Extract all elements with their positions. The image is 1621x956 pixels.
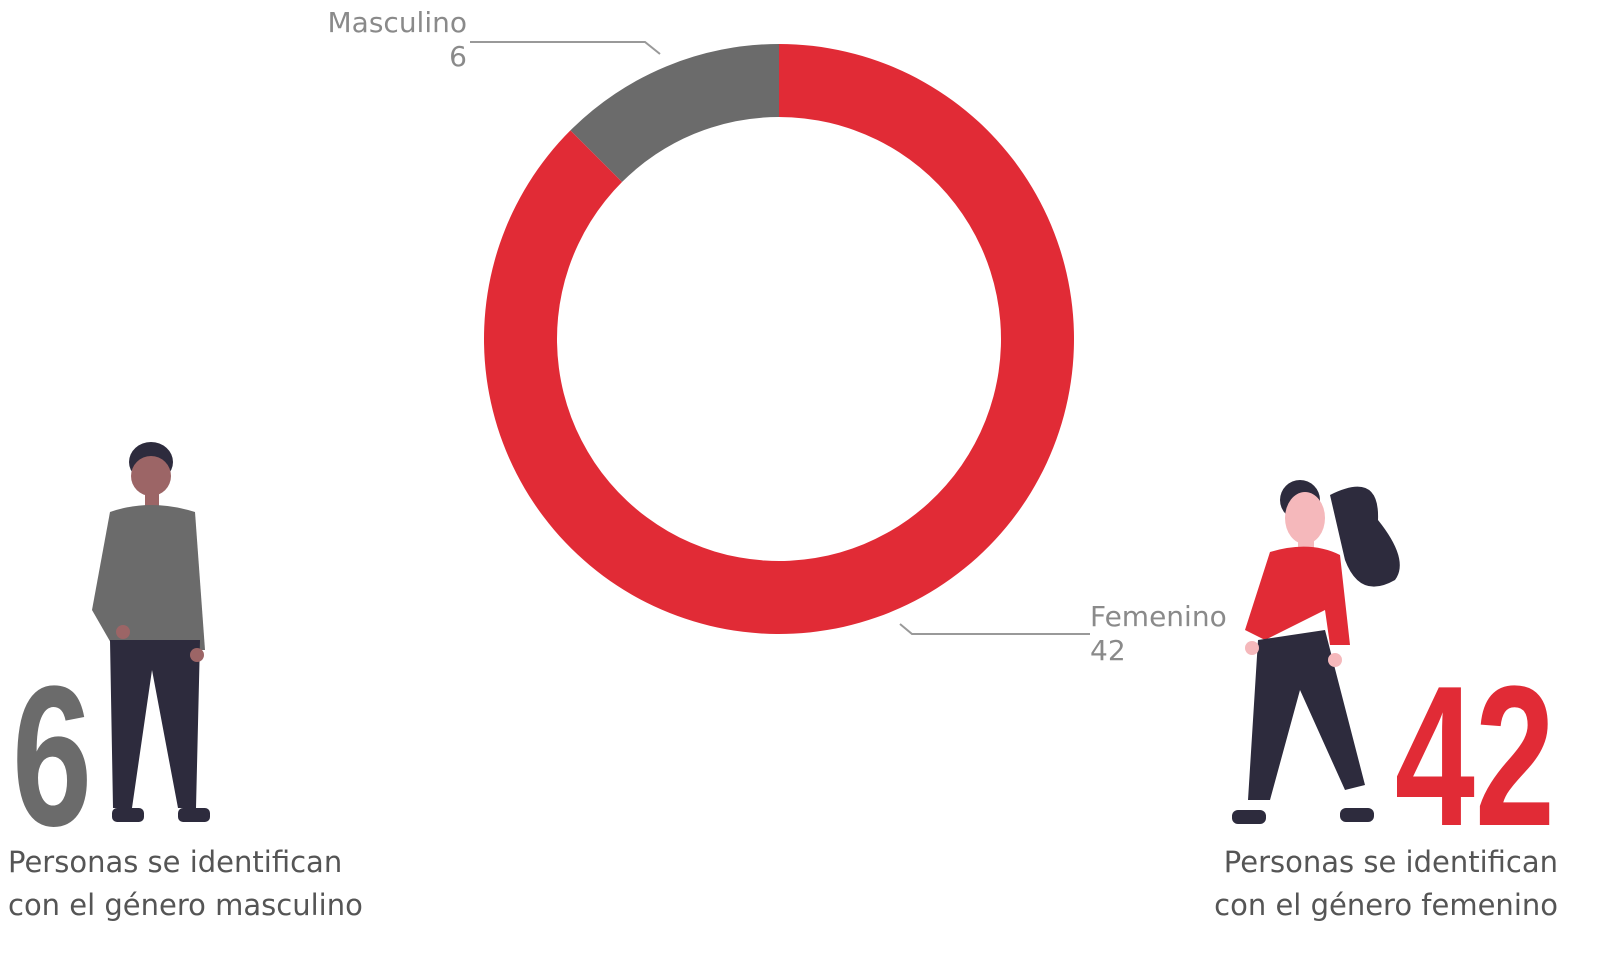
slice-value-label: 6 [449,40,467,73]
caption-line: Personas se identifican [1224,845,1558,879]
caption-line: con el género femenino [1214,888,1558,922]
donut-slice [570,44,779,183]
leader-line [470,41,661,55]
man-illustration [92,442,210,822]
woman-illustration [1232,480,1400,824]
slice-label: Masculino [328,6,467,39]
slice-label: Femenino [1090,600,1227,633]
caption-line: Personas se identifican [8,845,342,879]
big-number: 6 [12,644,92,868]
caption-line: con el género masculino [8,888,363,922]
slice-value-label: 42 [1090,634,1126,667]
big-number: 42 [1395,644,1555,868]
leader-line [899,623,1090,635]
